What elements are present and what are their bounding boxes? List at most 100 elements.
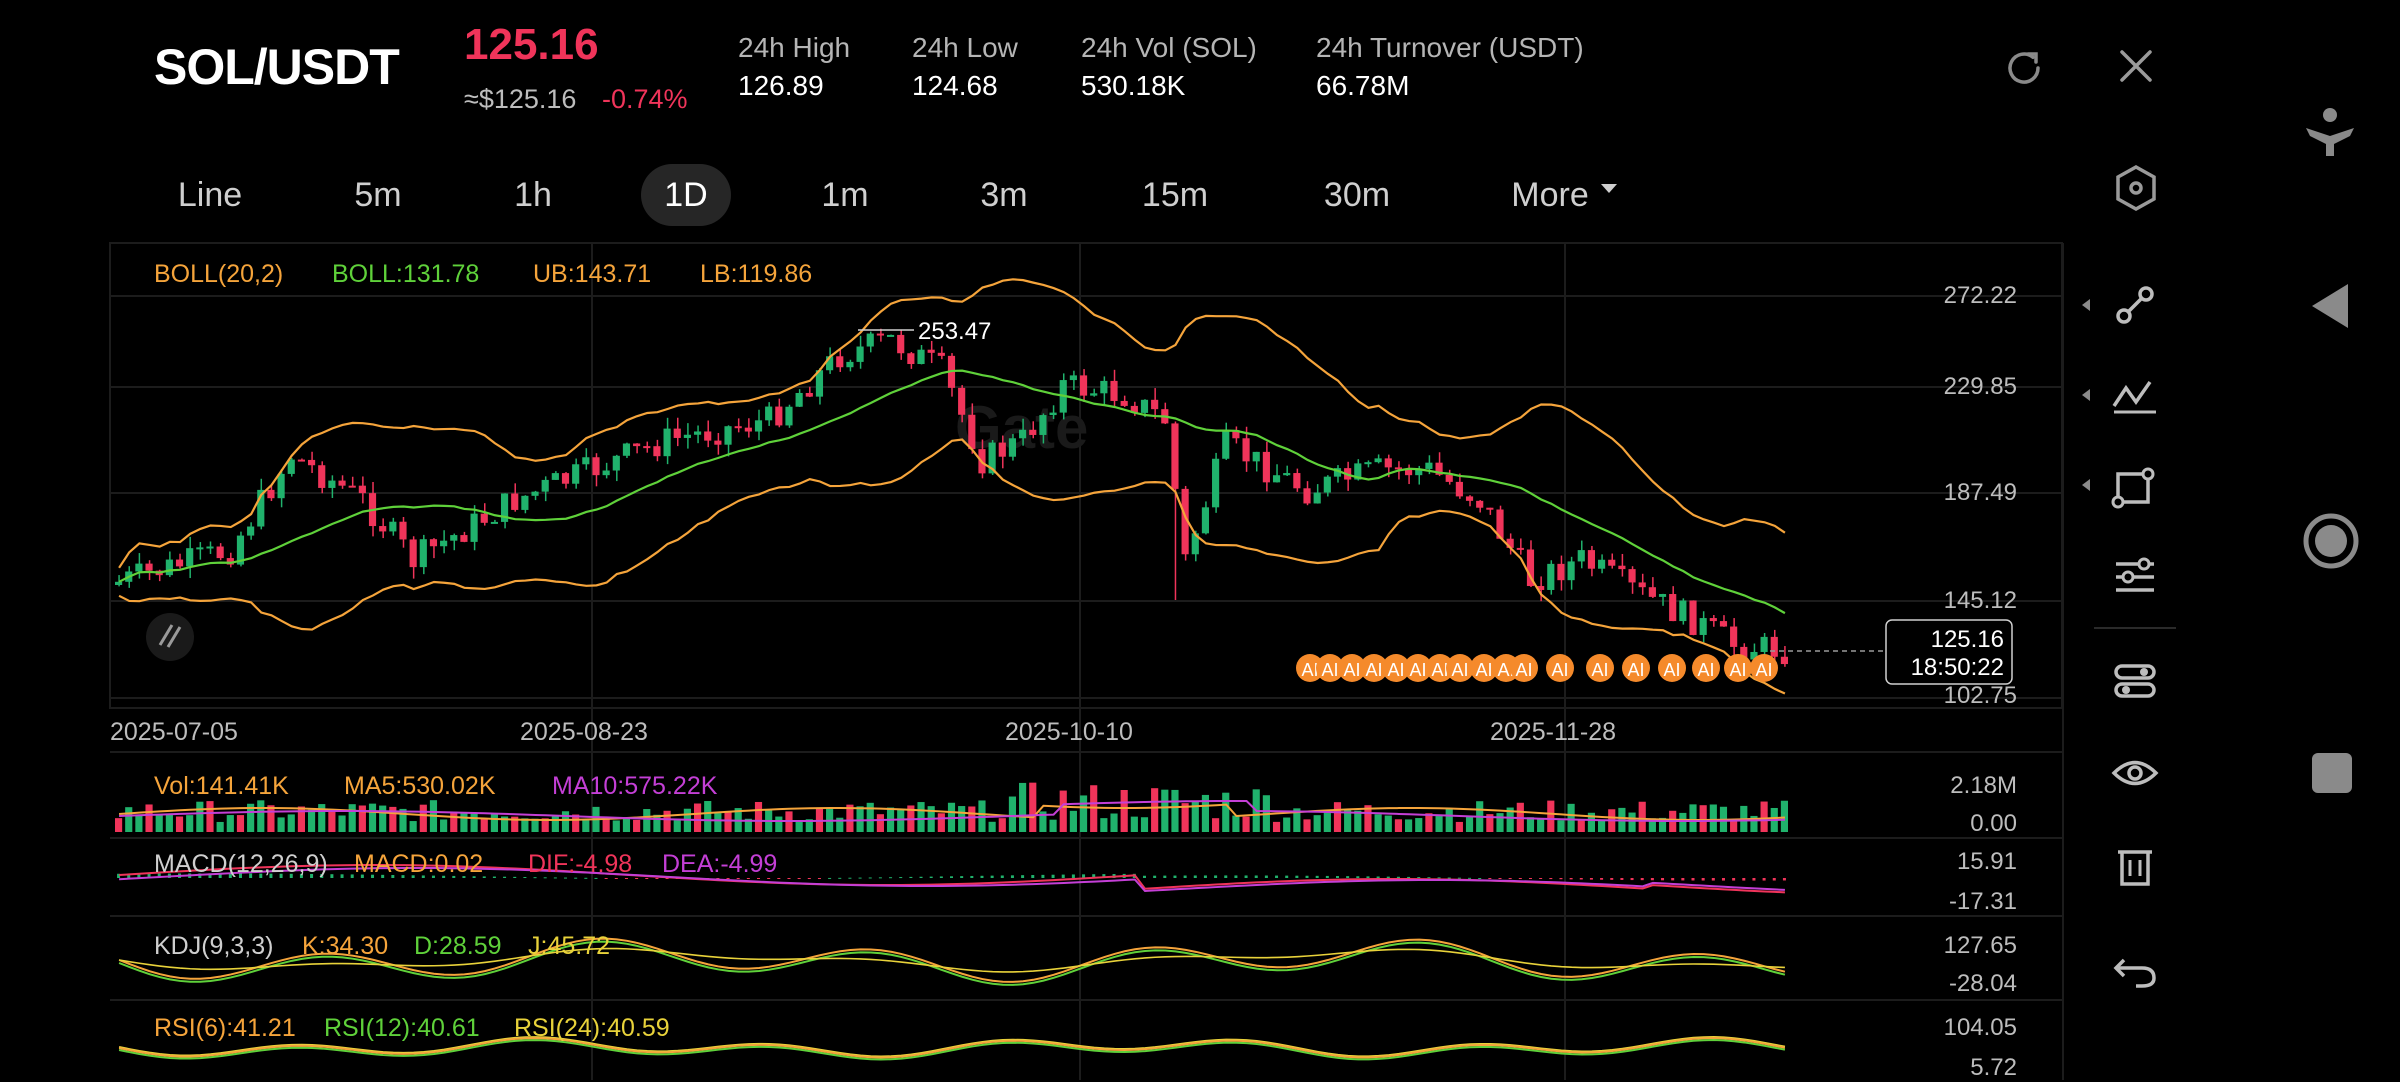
volume-bar [368,803,377,832]
macd-hist-bar [1275,875,1279,878]
candle-body [612,455,620,471]
volume-bar [1323,812,1331,832]
eye-icon[interactable] [2110,748,2160,798]
volume-bar [1039,811,1047,832]
ai-signal-badges[interactable]: AI AI AI AI AI AI AI AI AI AI AI AI AI AI AI AI AI AI [1296,654,1778,682]
macd-hist-bar [1183,875,1187,878]
volume-bar [328,809,336,832]
macd-hist-bar [1681,878,1685,881]
recents-nav-icon[interactable] [2311,752,2353,794]
volume-bar [1222,792,1230,832]
macd-hist-bar [1711,878,1715,881]
volume-bar [135,815,143,832]
refresh-icon[interactable] [2002,46,2046,90]
macd-hist-bar [553,877,557,879]
macd-hist-bar [929,876,933,878]
macd-dif: DIF:-4.98 [528,850,633,878]
volume-bar [846,804,854,832]
tab-1m[interactable]: 1m [821,176,869,214]
macd-hist-bar [1762,878,1766,881]
macd-hist-bar [1305,875,1309,878]
candle-body [257,489,265,527]
line-tool-icon[interactable] [2110,280,2160,330]
ai-badge [1692,654,1720,682]
tab-30m[interactable]: 30m [1323,176,1391,214]
ai-badge-label: AI [1729,660,1746,680]
candle-body [1110,380,1118,401]
boll-ub: UB:143.71 [533,260,652,288]
volume-bar [1333,802,1342,832]
macd-hist-bar [574,877,578,879]
home-nav-icon[interactable] [2302,512,2360,570]
volume-bar [226,815,234,832]
tab-1d[interactable]: 1D [641,164,731,226]
volume-bar [1364,805,1372,832]
rsi-6: RSI(6):41.21 [154,1014,296,1042]
undo-icon[interactable] [2110,944,2160,994]
volume-bar [1354,810,1362,832]
candle-body [826,356,834,371]
trash-icon[interactable] [2110,840,2160,890]
candle-body [1537,586,1545,590]
candle-body [968,414,976,450]
volume-bar [714,813,722,832]
candle-body [541,479,549,492]
macd-hist-bar [970,875,974,878]
macd-hist-bar [371,874,375,878]
candle-body [440,540,448,547]
shape-tool-icon[interactable] [2110,462,2160,512]
y-tick: 229.85 [1943,373,2017,400]
sliders-icon[interactable] [2110,656,2160,706]
trend-tool-icon[interactable] [2110,370,2160,420]
candle-body [1130,405,1138,413]
volume-bar [399,808,407,832]
tab-5m[interactable]: 5m [354,176,402,214]
macd-hist-bar [1051,874,1055,878]
volume-bar [1699,805,1707,832]
macd-hist-bar [787,878,791,879]
volume-bar [1709,804,1717,832]
tab-line[interactable]: Line [177,176,243,214]
replay-icon[interactable] [146,613,194,661]
candle-body [511,493,519,510]
ai-badge-label: AI [1515,660,1532,680]
candle-body [724,426,732,445]
candle-body [1740,646,1748,660]
close-icon[interactable] [2118,48,2154,84]
volume-bar [1100,818,1108,832]
tab-more[interactable]: More [1511,176,1589,214]
stat-vol-value: 530.18K [1081,70,1186,101]
ai-badge-label: AI [1475,660,1492,680]
candle-body [561,473,570,484]
candle-body [1445,474,1453,482]
macd-hist-bar [1732,878,1736,881]
settings-hexagon-icon[interactable] [2114,164,2158,212]
candle-body [1750,651,1758,660]
accessibility-icon[interactable] [2304,106,2356,162]
candle-body [1730,626,1738,647]
kdj-k: K:34.30 [302,932,389,960]
macd-hist-bar [716,878,720,879]
macd-hist-bar [899,877,903,879]
back-nav-icon[interactable] [2310,282,2350,330]
tab-15m[interactable]: 15m [1141,176,1209,214]
macd-hist-bar [310,873,314,878]
volume-bar [115,818,123,832]
tab-3m[interactable]: 3m [980,176,1028,214]
macd-hist-bar [1386,876,1390,878]
candle-body [1191,533,1199,555]
tab-1h[interactable]: 1h [514,176,552,214]
volume-bar [196,801,204,832]
macd-hist-bar [726,878,730,879]
candle-body [1019,429,1027,439]
volume-bar [1486,814,1494,832]
macd-hist-bar [1691,878,1695,881]
indicators-icon[interactable] [2110,552,2160,602]
candle-body [1008,438,1017,457]
volume-bar [612,820,620,832]
volume-bar [1079,795,1088,832]
vol-ma5-line [119,803,1785,821]
kdj-tick: -28.04 [1948,970,2017,997]
kdj-d: D:28.59 [414,932,502,960]
